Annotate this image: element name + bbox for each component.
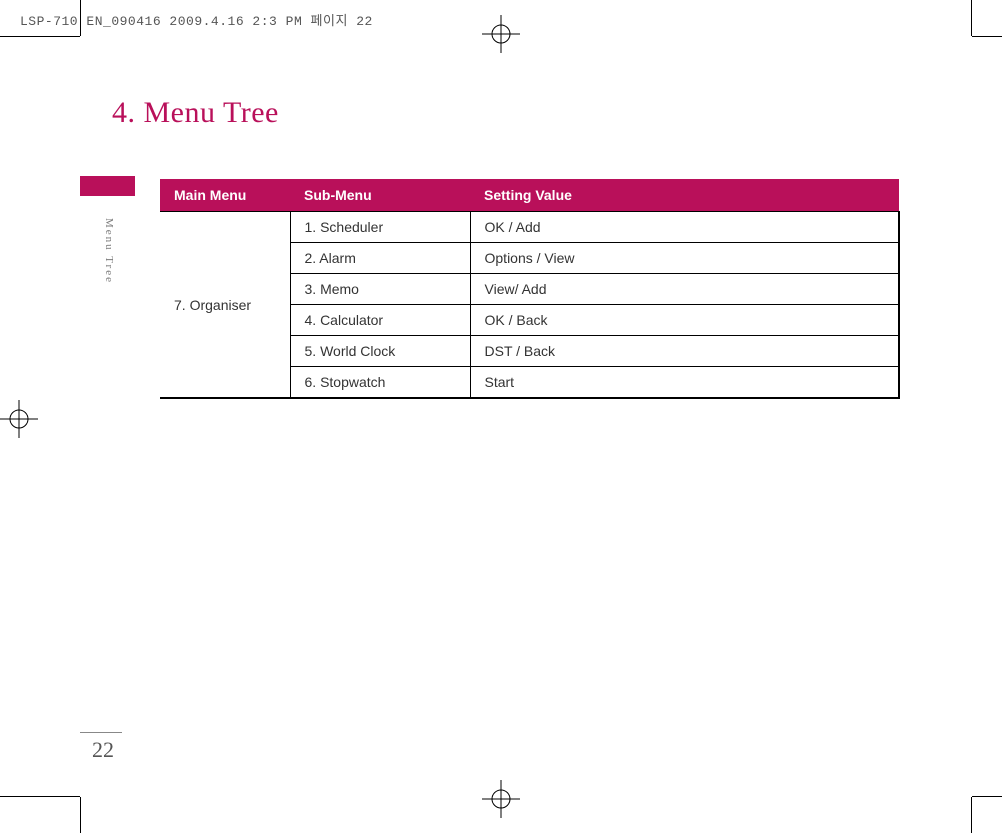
cell-setting-value: Options / View	[470, 243, 899, 274]
cell-setting-value: OK / Add	[470, 212, 899, 243]
crop-mark	[971, 0, 972, 36]
page-number-rule	[80, 732, 122, 733]
registration-mark-icon	[482, 15, 520, 53]
table-row: 7. Organiser 1. Scheduler OK / Add	[160, 212, 899, 243]
cell-setting-value: OK / Back	[470, 305, 899, 336]
cell-sub-menu: 5. World Clock	[290, 336, 470, 367]
crop-mark	[80, 797, 81, 833]
file-header-info: LSP-710 EN_090416 2009.4.16 2:3 PM 페이지 2…	[20, 10, 373, 29]
menu-tree-table: Main Menu Sub-Menu Setting Value 7. Orga…	[160, 179, 900, 399]
cell-sub-menu: 6. Stopwatch	[290, 367, 470, 399]
table-header-row: Main Menu Sub-Menu Setting Value	[160, 179, 899, 212]
crop-mark	[971, 797, 972, 833]
section-tab-marker	[80, 176, 135, 196]
page-number: 22	[92, 737, 114, 763]
crop-mark	[0, 36, 80, 37]
registration-mark-icon	[0, 400, 38, 438]
cell-sub-menu: 2. Alarm	[290, 243, 470, 274]
cell-sub-menu: 1. Scheduler	[290, 212, 470, 243]
cell-setting-value: Start	[470, 367, 899, 399]
cell-sub-menu: 4. Calculator	[290, 305, 470, 336]
cell-main-menu: 7. Organiser	[160, 212, 290, 399]
chapter-title: 4. Menu Tree	[112, 96, 279, 130]
registration-mark-icon	[482, 780, 520, 818]
column-header-sub-menu: Sub-Menu	[290, 179, 470, 212]
crop-mark	[0, 796, 80, 797]
crop-mark	[972, 36, 1002, 37]
cell-setting-value: DST / Back	[470, 336, 899, 367]
column-header-setting-value: Setting Value	[470, 179, 899, 212]
column-header-main-menu: Main Menu	[160, 179, 290, 212]
section-side-label: Menu Tree	[103, 218, 115, 284]
cell-setting-value: View/ Add	[470, 274, 899, 305]
crop-mark	[972, 796, 1002, 797]
cell-sub-menu: 3. Memo	[290, 274, 470, 305]
